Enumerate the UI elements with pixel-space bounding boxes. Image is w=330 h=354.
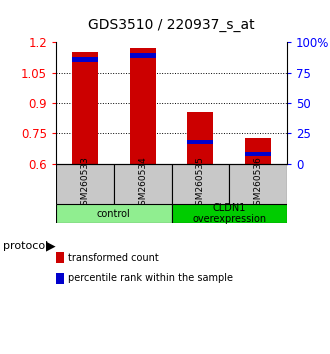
Bar	[72, 52, 98, 164]
Bar	[56, 164, 114, 204]
Bar	[245, 152, 271, 156]
Text: GSM260534: GSM260534	[138, 157, 147, 211]
Text: GSM260536: GSM260536	[254, 156, 263, 211]
Text: percentile rank within the sample: percentile rank within the sample	[68, 273, 233, 283]
Text: transformed count: transformed count	[68, 253, 158, 263]
Text: CLDN1
overexpression: CLDN1 overexpression	[192, 203, 266, 224]
Bar	[245, 138, 271, 164]
Text: control: control	[97, 209, 131, 219]
Bar	[56, 204, 172, 223]
Bar	[187, 140, 214, 144]
Text: GDS3510 / 220937_s_at: GDS3510 / 220937_s_at	[88, 18, 255, 32]
Bar	[114, 164, 172, 204]
Bar	[172, 164, 229, 204]
Text: GSM260533: GSM260533	[81, 156, 89, 211]
Bar	[172, 204, 287, 223]
Bar	[229, 164, 287, 204]
Bar	[72, 57, 98, 62]
Text: ▶: ▶	[46, 240, 56, 252]
Bar	[130, 53, 156, 58]
Text: GSM260535: GSM260535	[196, 156, 205, 211]
Bar	[187, 112, 214, 164]
Text: protocol: protocol	[3, 241, 49, 251]
Bar	[130, 47, 156, 164]
